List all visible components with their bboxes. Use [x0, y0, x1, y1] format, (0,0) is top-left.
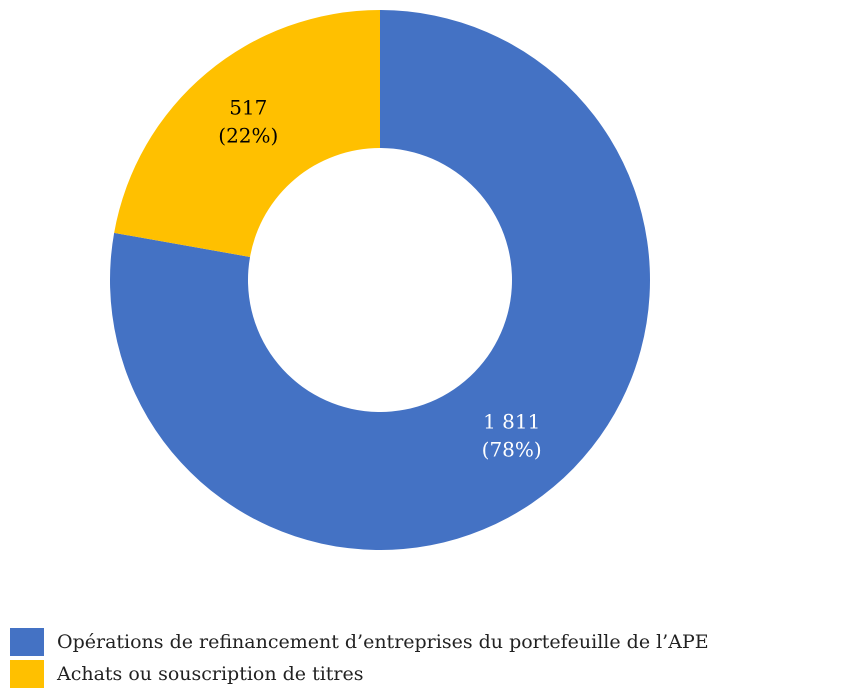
legend-swatch	[10, 660, 44, 688]
data-label: 517	[229, 95, 267, 119]
donut-slice	[110, 10, 651, 550]
legend-label: Opérations de refinancement d’entreprise…	[57, 631, 709, 653]
data-label: 1 811	[483, 410, 540, 434]
donut-slice	[114, 10, 380, 257]
percentage-label: (22%)	[218, 123, 278, 147]
legend-swatch	[10, 628, 44, 656]
legend-label: Achats ou souscription de titres	[56, 663, 364, 685]
percentage-label: (78%)	[482, 438, 542, 462]
